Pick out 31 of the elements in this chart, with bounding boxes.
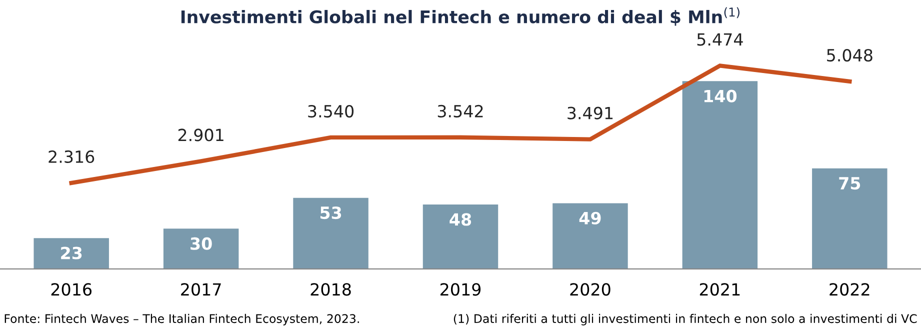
data-label: 2.901 (178, 128, 224, 142)
bar (812, 168, 888, 269)
chart-title: Investimenti Globali nel Fintech e numero di deal $ Mln$^{(1)}$ (181, 7, 740, 26)
x-tick-label: 2019 (440, 283, 481, 296)
x-tick-label: 2018 (310, 283, 351, 296)
x-tick-label: 2022 (830, 283, 870, 296)
data-label: 3.540 (308, 104, 354, 118)
data-label: 53 (320, 206, 342, 220)
bar (163, 228, 239, 269)
data-label: 5.048 (827, 48, 872, 62)
data-label: 5.474 (697, 33, 743, 46)
bar (422, 204, 498, 269)
bar (552, 203, 628, 269)
text: (1) Dati riferiti a tutti gli investimenti in fintech e non solo a investimenti di VC (454, 314, 917, 326)
data-label: 2.316 (48, 150, 94, 164)
data-label: 3.542 (438, 104, 483, 118)
data-label: 23 (61, 246, 82, 260)
data-label: 3.491 (568, 106, 613, 120)
data-label: 140 (704, 90, 737, 102)
data-label: 49 (579, 212, 601, 224)
x-tick-label: 2021 (700, 283, 740, 296)
x-tick-label: 2016 (51, 283, 92, 296)
x-tick-label: 2020 (570, 283, 610, 296)
data-label: 30 (190, 237, 212, 250)
bar (682, 81, 758, 269)
x-tick-label: 2017 (181, 283, 221, 296)
data-label: 75 (839, 177, 860, 190)
source-note: Fonte: Fintech Waves – The Italian Fintech Ecosystem, 2023. (4, 314, 359, 326)
bar (34, 238, 109, 269)
bar (293, 198, 368, 269)
data-label: 48 (450, 213, 472, 226)
